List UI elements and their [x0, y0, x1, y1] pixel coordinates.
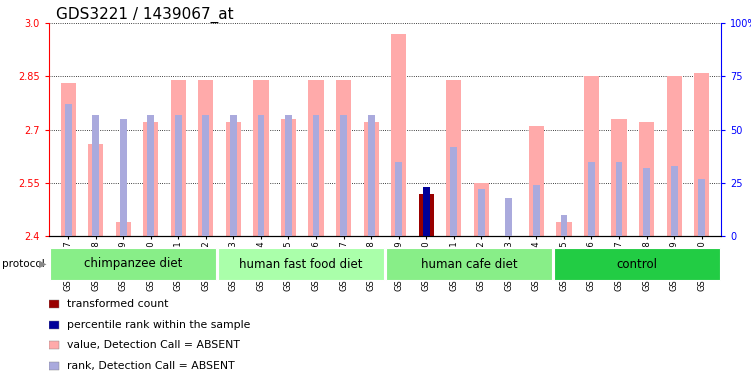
Text: percentile rank within the sample: percentile rank within the sample [68, 320, 251, 330]
Bar [391, 34, 406, 236]
Bar [230, 115, 237, 236]
Bar [312, 115, 319, 236]
Bar [671, 166, 677, 236]
Text: value, Detection Call = ABSENT: value, Detection Call = ABSENT [68, 340, 240, 350]
Bar [611, 119, 626, 236]
Bar [49, 341, 59, 349]
Bar [478, 189, 484, 236]
Bar [49, 321, 59, 329]
Text: rank, Detection Call = ABSENT: rank, Detection Call = ABSENT [68, 361, 235, 371]
Bar [474, 183, 489, 236]
Text: human fast food diet: human fast food diet [239, 258, 363, 270]
Bar [147, 115, 154, 236]
Bar [50, 248, 216, 280]
Bar [119, 119, 127, 236]
Bar [423, 187, 430, 236]
Bar [49, 362, 59, 370]
Bar [65, 104, 71, 236]
Bar [88, 144, 103, 236]
Bar [560, 215, 567, 236]
Bar [92, 115, 99, 236]
Bar [386, 248, 552, 280]
Text: GDS3221 / 1439067_at: GDS3221 / 1439067_at [56, 7, 233, 23]
Bar [61, 83, 76, 236]
Bar [198, 80, 213, 236]
Bar [529, 126, 544, 236]
Text: protocol: protocol [2, 259, 44, 269]
Bar [553, 248, 720, 280]
Bar [258, 115, 264, 236]
Bar [170, 80, 185, 236]
Text: chimpanzee diet: chimpanzee diet [83, 258, 182, 270]
Bar [49, 300, 59, 308]
Text: control: control [617, 258, 657, 270]
Bar [667, 76, 682, 236]
Bar [226, 122, 241, 236]
Bar [533, 185, 540, 236]
Bar [309, 80, 324, 236]
Bar [218, 248, 384, 280]
Bar [143, 122, 158, 236]
Bar [639, 122, 654, 236]
Bar [340, 115, 347, 236]
Bar [285, 115, 292, 236]
Bar [175, 115, 182, 236]
Text: transformed count: transformed count [68, 300, 169, 310]
Bar [616, 162, 623, 236]
Text: ▶: ▶ [39, 259, 47, 269]
Bar [446, 80, 461, 236]
Bar [281, 119, 296, 236]
Bar [556, 222, 572, 236]
Bar [643, 168, 650, 236]
Bar [588, 162, 595, 236]
Bar [584, 76, 599, 236]
Bar [336, 80, 351, 236]
Bar [395, 162, 402, 236]
Bar [694, 73, 709, 236]
Bar [363, 122, 379, 236]
Bar [116, 222, 131, 236]
Bar [501, 236, 517, 300]
Bar [451, 147, 457, 236]
Bar [368, 115, 375, 236]
Bar [505, 198, 512, 236]
Bar [698, 179, 705, 236]
Text: human cafe diet: human cafe diet [421, 258, 517, 270]
Bar [253, 80, 269, 236]
Bar [203, 115, 210, 236]
Bar [418, 194, 434, 236]
